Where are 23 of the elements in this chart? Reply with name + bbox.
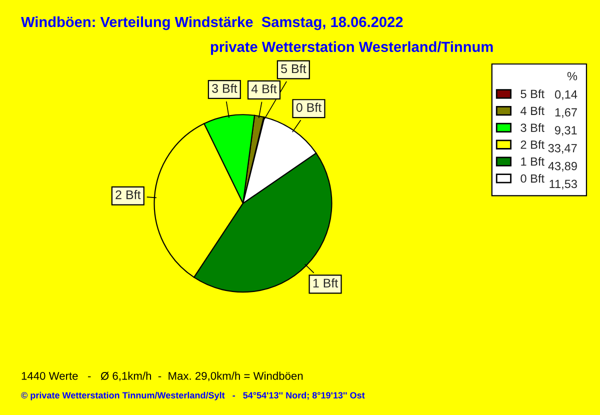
text: © private Wetterstation Tinnum/Westerland/Sylt - 54°54'13'' Nord; 8°19'13'' Ost [21,392,365,400]
chart-subtitle: private Wetterstation Westerland/Tinnum [210,41,493,55]
legend-label: 1 Bft [521,157,544,166]
data-label: 43,89 [548,162,577,172]
legend-label: 2 Bft [520,140,544,149]
slice-label: 0 Bft [296,102,322,112]
data-label: 11,53 [550,180,577,190]
slice-label: 3 Bft [212,84,238,93]
text: 1440 Werte - Ø 6,1km/h - Max. 29,0km/h = Windböen [22,372,303,382]
slice-label: 2 Bft [116,190,141,200]
data-label: 0,14 [554,90,578,100]
slice-label: 5 Bft [281,64,306,74]
legend-label: 4 Bft [520,106,544,116]
legend-label: 5 Bft [520,89,544,98]
slice-label: 1 Bft [313,278,338,288]
legend-label: 0 Bft [520,174,544,183]
data-label: 33,47 [548,144,577,154]
chart-title: Windböen: Verteilung Windstärke Samstag, 18.06.2022 [21,16,403,30]
legend-title: % [567,72,578,80]
data-label: 9,31 [554,126,577,136]
data-label: 1,67 [555,108,577,118]
legend-label: 3 Bft [520,123,544,132]
slice-label: 4 Bft [251,84,277,94]
